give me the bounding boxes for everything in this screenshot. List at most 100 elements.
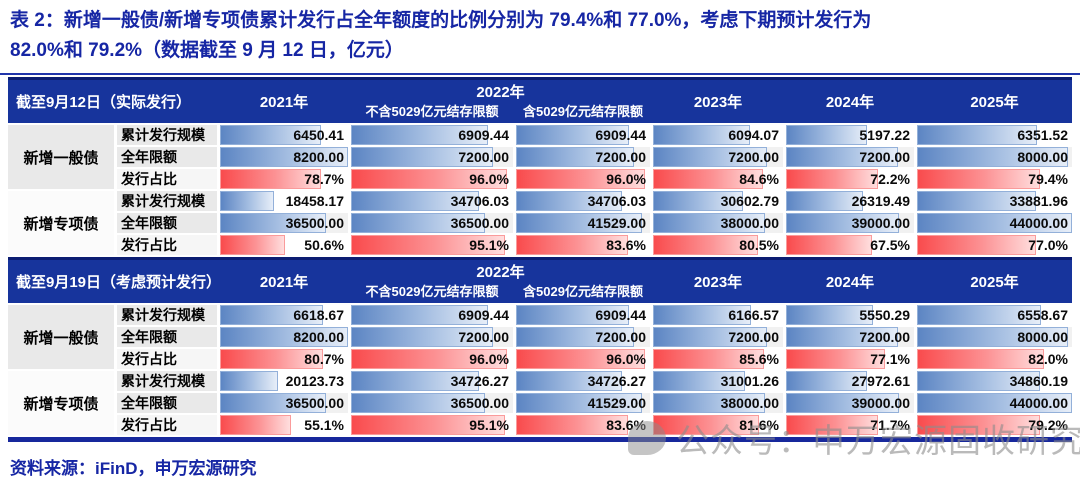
data-cell: 7200.00 [653,147,783,167]
data-bar [516,327,634,347]
cell-value: 7200.00 [859,149,910,165]
subheader-2022-excl-carryover: 不含5029亿元结存限额 [365,104,499,119]
data-bar [653,349,765,369]
data-cell: 34706.03 [351,191,513,211]
row-metric-label: 发行占比 [117,415,217,435]
data-bar [653,147,768,167]
data-cell: 44000.00 [917,213,1072,233]
cell-value: 7200.00 [595,149,646,165]
data-cell: 27972.61 [786,371,914,391]
data-bar [917,371,1040,391]
data-bar [351,415,506,435]
data-bar [786,371,868,391]
tables-container: 截至9月12日（实际发行） 2021年 2022年 不含5029亿元结存限额 含5029… [8,77,1072,442]
data-cell: 72.2% [786,169,914,189]
data-bar [220,305,324,325]
data-cell: 34860.19 [917,371,1072,391]
data-bar [351,169,507,189]
data-cell: 81.6% [653,415,783,435]
data-bar [917,415,1040,435]
row-metric-label: 累计发行规模 [117,125,217,145]
cell-value: 6909.44 [458,127,509,143]
data-cell: 96.0% [351,169,513,189]
data-cell: 6351.52 [917,125,1072,145]
year-header-2024: 2024年 [825,274,875,291]
data-bar [351,213,486,233]
data-bar [786,125,868,145]
data-bar [516,147,634,167]
cell-value: 34726.27 [587,373,646,389]
cell-value: 72.2% [870,171,910,187]
data-bar [917,169,1041,189]
row-group-label: 新增专项债 [8,191,114,255]
data-bar [220,147,348,167]
data-cell: 95.1% [351,235,513,255]
data-cell: 80.5% [653,235,783,255]
cell-value: 6909.44 [458,307,509,323]
cell-value: 79.4% [1028,171,1068,187]
cell-value: 44000.00 [1009,215,1068,231]
cell-value: 39000.00 [851,215,910,231]
data-cell: 8200.00 [220,147,348,167]
cell-value: 6450.41 [293,127,344,143]
data-bar [653,125,750,145]
data-bar [917,235,1037,255]
row-metric-label: 全年限额 [117,147,217,167]
data-cell: 6909.44 [516,125,650,145]
data-bar [653,169,763,189]
table-header: 截至9月19日（考虑预计发行） 2021年 2022年 不含5029亿元结存限额 含50… [8,260,1072,303]
data-cell: 7200.00 [653,327,783,347]
data-cell: 8000.00 [917,147,1072,167]
cell-value: 33881.96 [1009,193,1068,209]
cell-value: 55.1% [304,417,344,433]
subheader-2022-excl-carryover: 不含5029亿元结存限额 [365,284,499,299]
data-bar [653,235,758,255]
data-bar [351,349,507,369]
cell-value: 96.0% [606,171,646,187]
data-bar [917,327,1069,347]
data-bar [917,213,1072,233]
cell-value: 38000.00 [720,395,779,411]
cell-value: 7200.00 [458,149,509,165]
data-cell: 82.0% [917,349,1072,369]
cell-value: 34706.03 [450,193,509,209]
data-bar [917,191,1037,211]
data-bar [351,371,479,391]
cell-value: 34726.27 [450,373,509,389]
row-metric-label: 全年限额 [117,327,217,347]
data-bar [516,169,645,189]
data-bar [786,327,899,347]
cell-value: 5197.22 [859,127,910,143]
data-cell: 20123.73 [220,371,348,391]
data-bar [220,169,321,189]
data-cell: 34706.03 [516,191,650,211]
data-cell: 67.5% [786,235,914,255]
figure-title-line2: 82.0%和 79.2%（数据截至 9 月 12 日，亿元） [10,40,404,61]
year-header-2022: 2022年 [476,84,525,101]
data-cell: 8000.00 [917,327,1072,347]
row-metric-label: 累计发行规模 [117,305,217,325]
data-cell: 38000.00 [653,213,783,233]
data-bar [917,349,1045,369]
data-cell: 50.6% [220,235,348,255]
data-bar [220,235,285,255]
data-bar [516,415,629,435]
cell-value: 6351.52 [1017,127,1068,143]
cell-value: 77.1% [870,351,910,367]
data-bar [516,125,629,145]
cell-value: 80.7% [304,351,344,367]
data-cell: 5197.22 [786,125,914,145]
data-bar [653,305,751,325]
cell-value: 95.1% [469,237,509,253]
data-bar [786,349,885,369]
data-cell: 38000.00 [653,393,783,413]
row-metric-label: 发行占比 [117,235,217,255]
data-cell: 7200.00 [351,147,513,167]
cell-value: 79.2% [1028,417,1068,433]
cell-value: 96.0% [469,171,509,187]
cell-value: 8000.00 [1017,329,1068,345]
data-cell: 84.6% [653,169,783,189]
data-bar [351,191,479,211]
data-cell: 79.4% [917,169,1072,189]
cell-value: 85.6% [739,351,779,367]
